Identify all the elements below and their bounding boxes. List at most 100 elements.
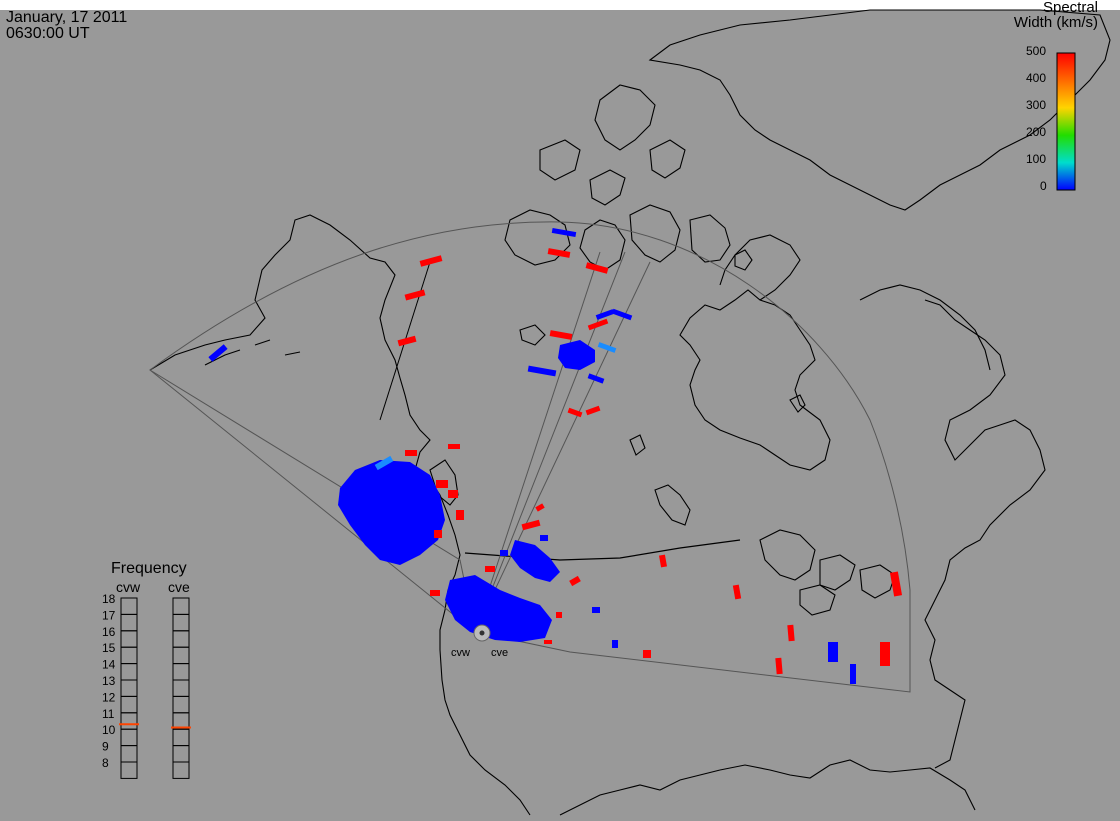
frequency-panel: 1818171716161515141413131212111110109988 xyxy=(102,592,191,779)
frequency-cell-cvw xyxy=(120,728,138,747)
frequency-cell-cvw xyxy=(120,679,138,697)
frequency-cell-cvw xyxy=(120,646,138,665)
echo-cell xyxy=(549,330,573,340)
frequency-cell-cvw xyxy=(120,630,138,648)
coastlines xyxy=(149,9,1111,816)
frequency-cell-cvw xyxy=(120,695,138,714)
frequency-cell-cve xyxy=(172,613,190,632)
echo-cell xyxy=(787,624,795,642)
echo-cell xyxy=(527,365,557,377)
echo-cell xyxy=(850,664,856,684)
frequency-label-left: 16 xyxy=(102,625,116,639)
colorscale-tick: 400 xyxy=(1026,71,1047,85)
echo-cell xyxy=(551,227,577,238)
echo-cell xyxy=(587,373,605,384)
frequency-cell-cvw xyxy=(120,712,138,730)
frequency-title: Frequency xyxy=(111,560,187,577)
frequency-cell-cvw xyxy=(120,663,138,681)
echo-cell xyxy=(405,450,417,456)
echo-cluster xyxy=(558,340,595,370)
frequency-cell-cvw xyxy=(120,761,138,779)
echo-cell xyxy=(419,255,443,267)
frequency-cell-cve xyxy=(172,663,190,681)
site-label-cve: cve xyxy=(491,647,509,659)
echo-cell xyxy=(567,407,583,418)
radar-site-center xyxy=(479,630,485,636)
date-label: January, 17 2011 xyxy=(6,9,128,26)
timestamp-header: January, 17 2011 0630:00 UT xyxy=(6,10,127,42)
frequency-label-left: 10 xyxy=(102,723,116,737)
echo-cell xyxy=(208,344,228,362)
frequency-label-left: 14 xyxy=(102,658,116,672)
frequency-cell-cve xyxy=(172,597,190,615)
echo-cell xyxy=(612,640,618,648)
echo-cell xyxy=(775,657,783,675)
echo-cell xyxy=(430,590,440,596)
time-label: 0630:00 UT xyxy=(6,25,90,42)
colorscale-tick: 100 xyxy=(1026,152,1047,166)
echo-cell xyxy=(643,650,651,658)
frequency-cell-cve xyxy=(172,679,190,697)
colorscale-tick: 200 xyxy=(1026,125,1047,139)
echo-cell xyxy=(828,642,838,662)
colorscale-tick: 0 xyxy=(1040,179,1047,193)
frequency-cell-cve xyxy=(172,646,190,665)
frequency-cell-cve xyxy=(172,630,190,648)
echo-cell xyxy=(404,289,426,301)
echo-cluster xyxy=(510,540,560,582)
frequency-label-left: 17 xyxy=(102,608,116,622)
echo-cell xyxy=(544,640,552,644)
echo-cell xyxy=(569,575,581,587)
frequency-label-left: 12 xyxy=(102,690,116,704)
frequency-label-left: 15 xyxy=(102,641,116,655)
echo-cell xyxy=(436,480,448,488)
echo-cell xyxy=(595,309,615,320)
frequency-label-left: 13 xyxy=(102,674,116,688)
frequency-label-left: 9 xyxy=(102,740,109,754)
frequency-cell-cve xyxy=(172,728,190,747)
colorscale-bar xyxy=(1056,52,1076,191)
echo-cell xyxy=(540,535,548,541)
echo-cluster xyxy=(445,575,552,642)
echo-cell xyxy=(500,550,508,556)
echo-cell xyxy=(592,607,600,613)
echo-cell xyxy=(485,566,495,572)
echo-cell xyxy=(521,519,541,531)
echo-cell xyxy=(556,612,562,618)
frequency-cell-cve xyxy=(172,761,190,779)
frequency-cell-cve xyxy=(172,745,190,763)
site-label-cvw: cvw xyxy=(451,647,470,659)
echo-cell xyxy=(611,308,633,321)
frequency-label-left: 11 xyxy=(102,707,115,721)
colorscale-tick: 500 xyxy=(1026,44,1047,58)
echo-cell xyxy=(597,342,617,353)
echo-cell xyxy=(585,405,601,416)
colorscale-title: Spectral Width (km/s) xyxy=(1014,0,1098,30)
frequency-cell-cvw xyxy=(120,613,138,632)
echo-cluster xyxy=(338,460,445,565)
echo-cell xyxy=(585,262,609,274)
echo-cell xyxy=(535,503,545,512)
echo-cell xyxy=(448,490,458,498)
echo-cells xyxy=(208,227,903,684)
colorscale-tick: 300 xyxy=(1026,98,1047,112)
echo-cell xyxy=(659,554,667,568)
frequency-cell-cve xyxy=(172,695,190,714)
echo-cell xyxy=(374,455,394,471)
echo-cell xyxy=(880,642,890,666)
colorscale-title-line2: Width (km/s) xyxy=(1013,14,1098,31)
echo-cell xyxy=(456,510,464,520)
frequency-radar-cvw: cvw xyxy=(116,579,141,595)
echo-cell xyxy=(448,444,460,449)
echo-cell xyxy=(732,584,742,600)
echo-cell xyxy=(434,530,442,538)
echo-cell xyxy=(587,318,609,331)
echo-cell xyxy=(397,335,417,347)
frequency-label-left: 18 xyxy=(102,592,116,606)
frequency-label-left: 8 xyxy=(102,756,109,770)
frequency-radar-cve: cve xyxy=(168,579,190,595)
echo-cell xyxy=(547,248,571,258)
echo-cell xyxy=(889,571,903,597)
